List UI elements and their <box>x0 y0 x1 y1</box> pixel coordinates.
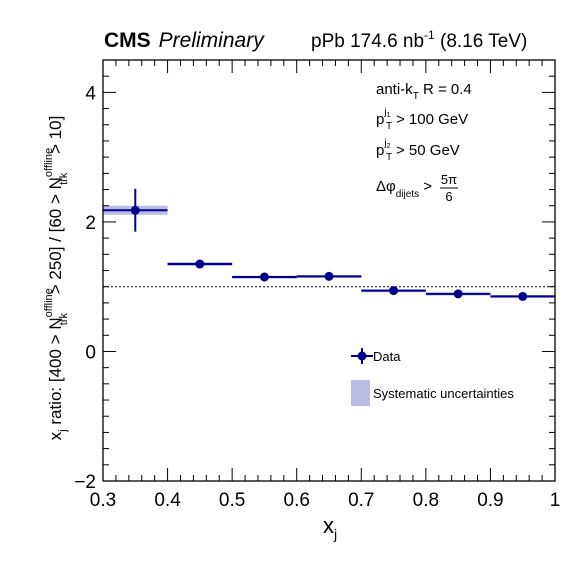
y-tick-label-2: 2 <box>85 213 96 234</box>
cut-subleading-pt-sub: T <box>386 152 392 163</box>
dataset-label: pPb 174.6 nb-1 (8.16 TeV) <box>311 28 527 52</box>
delta-phi-denominator: 6 <box>445 189 452 204</box>
data-point-1 <box>195 259 205 269</box>
y-tick-label-1: 0 <box>85 342 96 363</box>
x-tick-label-6: 0.9 <box>477 490 503 511</box>
x-tick-label-4: 0.7 <box>348 490 374 511</box>
experiment-label: CMS <box>104 29 151 52</box>
systematic-bands <box>103 205 555 299</box>
data-point-5 <box>453 289 463 299</box>
x-tick-label-5: 0.8 <box>413 490 439 511</box>
delta-phi-numerator: 5π <box>441 172 457 187</box>
x-tick-label-3: 0.6 <box>284 490 310 511</box>
plot-frame <box>102 59 556 482</box>
dataset-main: pPb 174.6 nb <box>311 31 424 52</box>
y-axis-title: xj ratio: [400 > Nofflinetrk > 250] / [6… <box>43 116 70 441</box>
data-point-4 <box>389 286 399 296</box>
cut-delta-phi: Δφdijets > <box>376 178 432 200</box>
cut-leading-pt: pj1 <box>376 107 391 128</box>
y-tick-label-0: −2 <box>74 472 96 493</box>
data-point-2 <box>259 272 269 282</box>
x-tick-label-1: 0.4 <box>154 490 181 511</box>
header-line: CMS Preliminary <box>104 29 265 52</box>
cut-jet-algorithm: anti-kT R = 0.4 <box>376 81 472 102</box>
cut-leading-pt-sub: T <box>386 121 392 132</box>
dataset-energy: (8.16 TeV) <box>435 31 528 52</box>
data-point-0 <box>130 205 140 215</box>
cut-subleading-pt-value: > 50 GeV <box>396 142 460 159</box>
cut-subleading-pt: pj2 <box>376 138 391 159</box>
data-markers <box>103 188 555 301</box>
legend-data-label: Data <box>373 349 401 364</box>
dataset-exponent: -1 <box>424 28 435 42</box>
x-tick-label-2: 0.5 <box>219 490 245 511</box>
legend-syst-label: Systematic uncertainties <box>373 386 514 401</box>
y-axis-ticks: −2 0 2 4 <box>74 59 555 493</box>
x-tick-label-7: 1 <box>550 490 561 511</box>
status-label: Preliminary <box>159 29 266 52</box>
legend-syst-swatch <box>351 380 370 406</box>
cut-leading-pt-value: > 100 GeV <box>396 111 468 128</box>
legend-data-marker <box>357 351 367 361</box>
legend: Data Systematic uncertainties <box>351 348 514 406</box>
y-tick-label-3: 4 <box>85 83 96 104</box>
data-point-3 <box>324 271 334 281</box>
data-point-6 <box>518 291 528 301</box>
x-axis-title: xj <box>323 513 337 542</box>
x-tick-label-0: 0.3 <box>90 490 116 511</box>
x-axis-ticks: 0.3 0.4 0.5 0.6 0.7 0.8 0.9 1 <box>90 60 561 511</box>
